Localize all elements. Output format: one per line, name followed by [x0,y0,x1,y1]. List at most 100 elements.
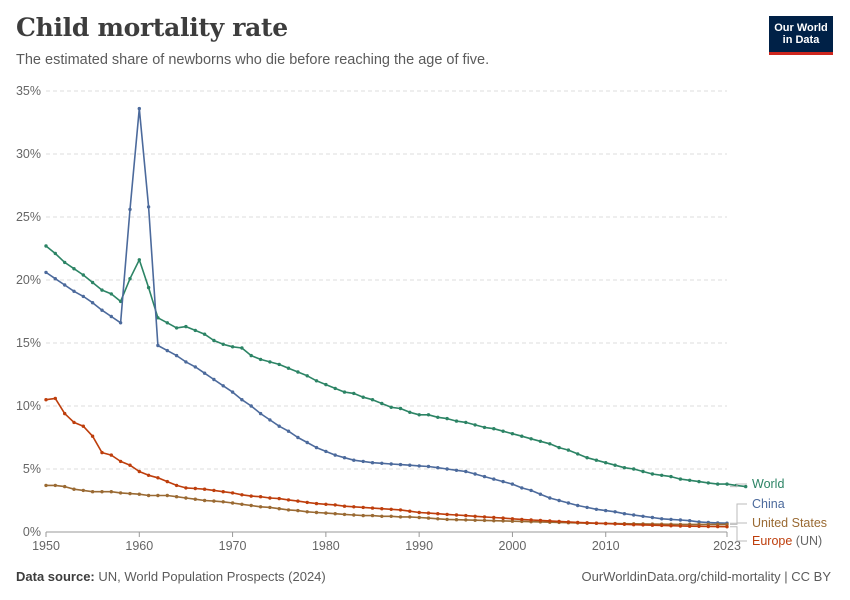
data-point-europe-un- [240,493,244,497]
data-point-world [174,326,179,330]
data-point-china [613,510,617,514]
data-point-china [62,283,67,287]
data-point-world [408,410,412,414]
data-point-united-states [128,491,132,496]
data-point-europe-un- [520,517,524,522]
x-tick-label: 1950 [32,539,60,553]
data-point-united-states [258,505,263,509]
data-source-label: Data source: [16,569,95,584]
chart-title: Child mortality rate [16,13,288,42]
data-point-china [314,445,319,450]
data-point-europe-un- [44,398,48,402]
data-point-united-states [240,502,244,506]
data-point-europe-un- [258,495,263,499]
data-point-europe-un- [482,515,487,519]
data-point-united-states [464,518,468,522]
data-point-europe-un- [314,501,319,506]
data-point-europe-un- [576,520,580,525]
data-point-world [81,273,86,277]
data-point-united-states [202,498,207,503]
gridlines [46,90,727,470]
chart-subtitle: The estimated share of newborns who die … [16,52,490,68]
data-point-world [520,434,524,438]
data-point-china [632,513,636,517]
data-point-china [100,308,104,312]
data-point-united-states [221,500,225,504]
data-point-united-states [193,497,197,501]
data-point-world [706,481,710,485]
data-point-china [426,464,431,469]
data-source-text: UN, World Population Prospects (2024) [98,569,326,584]
data-point-europe-un- [230,491,235,495]
data-point-united-states [230,501,235,505]
data-point-china [501,479,505,484]
data-point-china [81,294,86,299]
owid-logo[interactable]: Our World in Data [769,16,833,55]
series-line-united-states [46,484,727,526]
data-point-united-states [408,515,412,519]
data-point-europe-un- [361,505,365,510]
y-tick-label: 25% [16,210,41,224]
data-point-united-states [249,503,253,508]
data-point-world [669,474,673,479]
data-point-europe-un- [221,490,225,494]
data-point-europe-un- [445,512,449,517]
series-lines [44,106,748,529]
data-point-europe-un- [352,505,356,509]
data-point-world [90,280,95,285]
data-point-europe-un- [725,525,729,529]
data-point-europe-un- [697,524,701,528]
data-point-world [744,484,748,489]
data-point-china [370,461,375,465]
data-point-china [538,492,543,496]
data-point-china [137,106,141,111]
data-point-world [436,415,440,419]
data-point-china [268,418,272,422]
data-point-china [585,505,589,510]
logo-line-2: in Data [782,34,820,46]
data-point-world [725,482,729,486]
data-point-world [566,448,571,452]
data-point-world [697,479,701,484]
data-point-europe-un- [184,486,188,490]
data-point-united-states [137,492,141,496]
data-point-united-states [90,490,95,494]
data-point-china [221,384,225,388]
data-point-europe-un- [716,524,720,529]
data-point-united-states [296,508,300,513]
data-point-europe-un- [100,450,104,455]
data-point-europe-un- [473,514,477,518]
x-tick-label: 2010 [592,539,620,553]
data-point-world [641,469,645,474]
data-point-europe-un- [604,521,608,526]
data-point-china [669,517,673,522]
data-point-world [464,420,468,425]
data-point-europe-un- [286,498,291,502]
data-point-europe-un- [408,509,412,513]
data-point-europe-un- [688,524,692,528]
data-point-europe-un- [566,520,571,524]
data-point-united-states [510,519,515,523]
data-point-china [146,205,151,209]
data-point-world [501,429,505,433]
data-point-china [492,477,496,481]
data-point-europe-un- [678,524,683,528]
data-point-china [482,474,487,479]
data-point-china [436,466,440,470]
data-point-world [53,251,57,256]
data-point-united-states [212,499,216,503]
data-point-world [389,405,393,409]
label-connector-china [730,503,747,524]
data-point-china [165,348,169,353]
x-tick-label: 1990 [405,539,433,553]
y-tick-label: 10% [16,399,41,413]
source-url[interactable]: OurWorldinData.org/child-mortality | CC … [581,569,832,584]
data-point-world [538,439,543,443]
data-point-europe-un- [389,507,393,511]
data-point-europe-un- [632,523,636,527]
data-point-china [576,503,580,508]
data-point-united-states [109,490,114,494]
data-point-world [510,432,515,436]
data-point-world [118,299,123,304]
data-point-world [650,472,655,476]
